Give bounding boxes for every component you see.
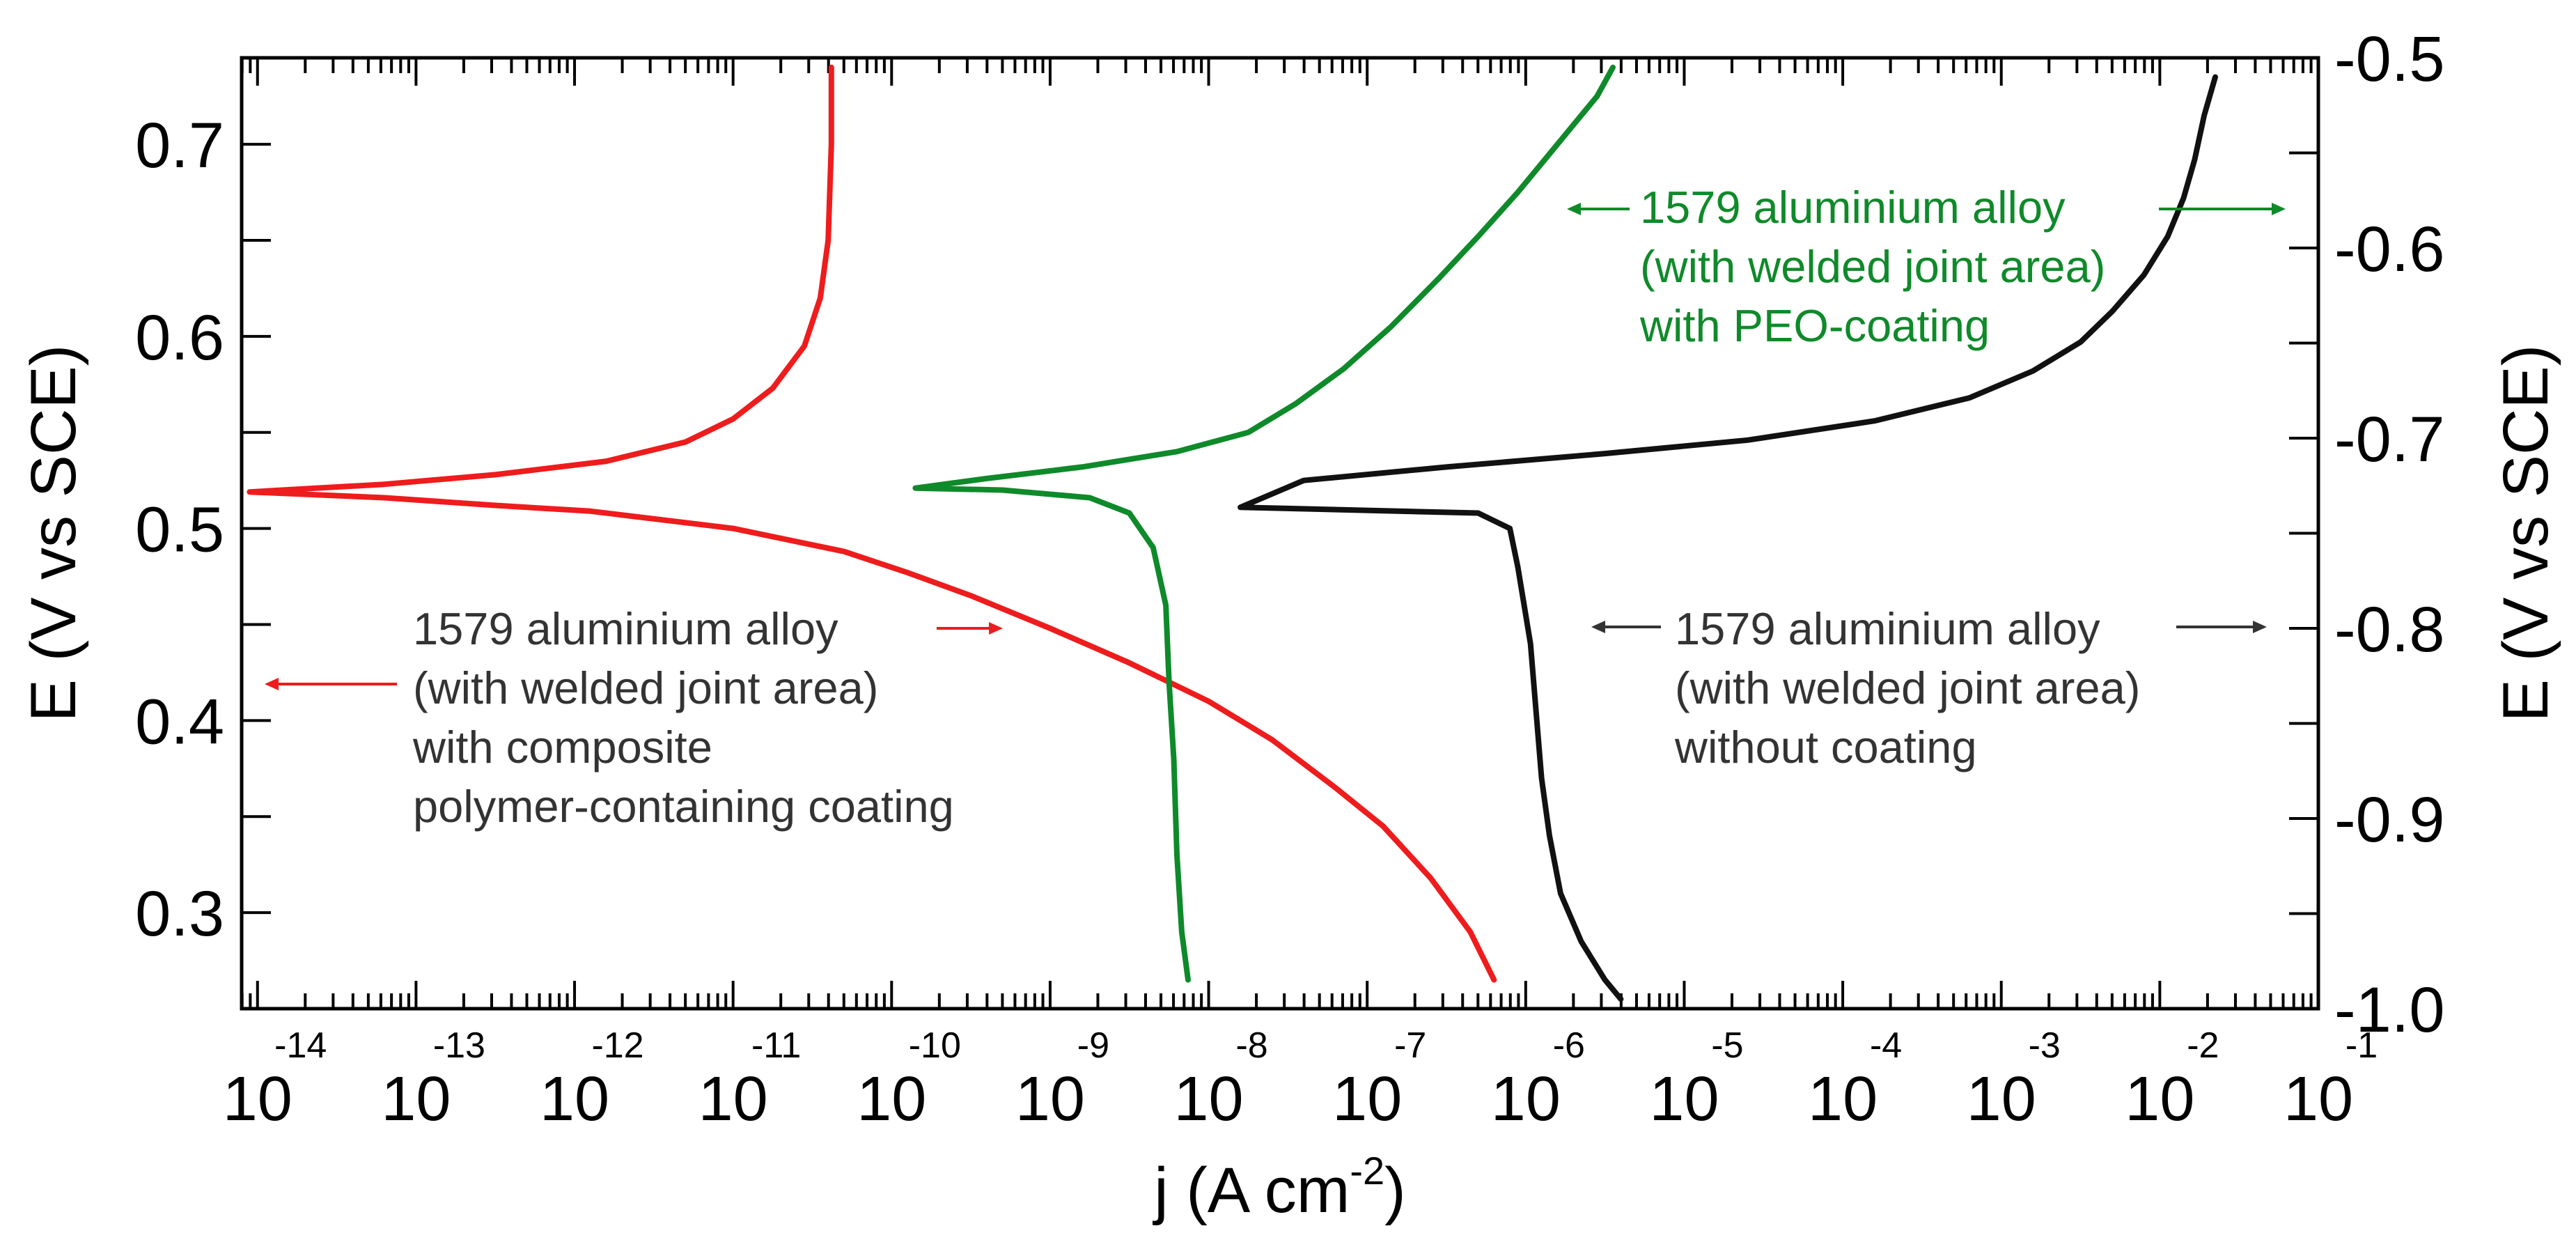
x-axis-title-close: ) <box>1384 1155 1406 1226</box>
arrow-left-icon <box>1567 203 1630 215</box>
x-tick-label-base: 10 <box>857 1064 926 1134</box>
curves <box>247 64 2218 1002</box>
x-tick-label-base: 10 <box>381 1064 451 1134</box>
x-tick-label-exponent: -9 <box>1077 1025 1109 1066</box>
arrow-left-icon <box>1591 621 1661 633</box>
y-left-tick-label: 0.6 <box>135 302 224 373</box>
curve-uncoated <box>1238 74 2218 1002</box>
x-tick-label-base: 10 <box>2284 1064 2353 1134</box>
annotation-peo-line-1: 1579 aluminium alloy <box>1640 182 2066 233</box>
x-tick-label-exponent: -7 <box>1394 1025 1426 1066</box>
x-tick-label-exponent: -1 <box>2345 1025 2378 1066</box>
curve-peo <box>912 64 1616 983</box>
x-tick-label-base: 10 <box>223 1064 292 1134</box>
axis-labels: 10-1410-1310-1210-1110-1010-910-810-710-… <box>18 24 2561 1226</box>
annotation-uncoated-line-2: (with welded joint area) <box>1675 662 2140 713</box>
x-tick-label-base: 10 <box>1808 1064 1878 1134</box>
x-tick-label-exponent: -11 <box>751 1025 801 1066</box>
x-tick-label-base: 10 <box>1332 1064 1402 1134</box>
arrow-right-icon <box>2176 621 2267 633</box>
x-tick-label-base: 10 <box>1174 1064 1244 1134</box>
annotation-peo: 1579 aluminium alloy (with welded joint … <box>1567 182 2286 351</box>
x-tick-label-base: 10 <box>1649 1064 1719 1134</box>
y-right-tick-label: -0.6 <box>2334 214 2445 285</box>
x-tick-label-base: 10 <box>698 1064 768 1134</box>
x-tick-label-exponent: -6 <box>1553 1025 1585 1066</box>
annotation-composite-line-2: (with welded joint area) <box>413 662 878 713</box>
annotation-uncoated-line-3: without coating <box>1674 722 1977 773</box>
x-axis-title-sup: -2 <box>1350 1149 1384 1193</box>
x-tick-label-base: 10 <box>1967 1064 2036 1134</box>
x-tick-label-exponent: -2 <box>2187 1025 2219 1066</box>
annotation-peo-line-3: with PEO-coating <box>1639 300 1990 351</box>
y-right-tick-label: -1.0 <box>2334 975 2445 1046</box>
x-tick-label-exponent: -14 <box>274 1025 327 1066</box>
axis-ticks <box>240 56 2320 1010</box>
y-right-tick-label: -0.7 <box>2334 404 2445 475</box>
y-right-tick-label: -0.9 <box>2334 784 2445 855</box>
x-tick-label-base: 10 <box>1491 1064 1561 1134</box>
y-left-tick-label: 0.3 <box>135 878 224 949</box>
y-axis-title-left: E (V vs SCE) <box>18 345 89 722</box>
x-tick-label-exponent: -12 <box>591 1025 643 1066</box>
x-tick-label-base: 10 <box>2125 1064 2194 1134</box>
annotation-composite-line-1: 1579 aluminium alloy <box>413 603 838 654</box>
y-left-tick-label: 0.4 <box>135 686 224 757</box>
x-tick-label-base: 10 <box>540 1064 609 1134</box>
y-axis-title-right: E (V vs SCE) <box>2490 345 2561 722</box>
annotation-composite-line-3: with composite <box>412 722 712 773</box>
annotation-uncoated: 1579 aluminium alloy (with welded joint … <box>1591 603 2267 773</box>
annotation-composite-line-4: polymer-containing coating <box>413 781 954 832</box>
x-tick-label-exponent: -4 <box>1870 1025 1902 1066</box>
x-tick-label-base: 10 <box>1015 1064 1085 1134</box>
y-left-tick-label: 0.7 <box>135 110 224 181</box>
x-tick-label-exponent: -5 <box>1711 1025 1743 1066</box>
x-axis-title-base: j (A cm <box>1152 1155 1350 1226</box>
x-tick-label-exponent: -10 <box>909 1025 961 1066</box>
curve-composite <box>247 64 1497 983</box>
x-tick-label-exponent: -8 <box>1235 1025 1267 1066</box>
annotation-peo-line-2: (with welded joint area) <box>1640 241 2105 292</box>
annotation-uncoated-line-1: 1579 aluminium alloy <box>1675 603 2100 654</box>
x-axis-title: j (A cm-2) <box>1152 1149 1406 1226</box>
x-tick-label-exponent: -13 <box>433 1025 485 1066</box>
y-left-tick-label: 0.5 <box>135 495 224 566</box>
arrow-left-icon <box>265 678 397 690</box>
x-tick-label-exponent: -3 <box>2029 1025 2061 1066</box>
y-right-tick-label: -0.8 <box>2334 594 2445 665</box>
arrow-right-icon <box>2159 203 2286 215</box>
y-right-tick-label: -0.5 <box>2334 24 2445 95</box>
arrow-right-icon <box>937 622 1003 635</box>
annotation-composite: 1579 aluminium alloy (with welded joint … <box>265 603 1003 832</box>
